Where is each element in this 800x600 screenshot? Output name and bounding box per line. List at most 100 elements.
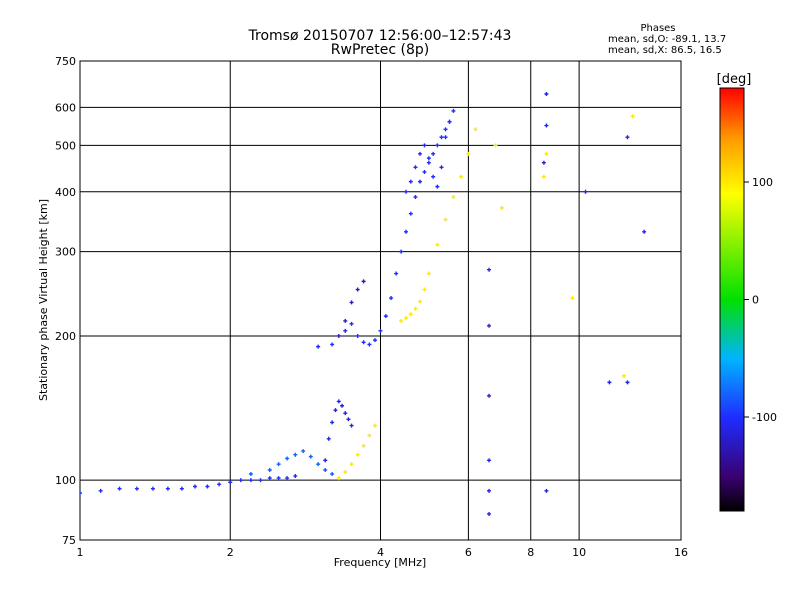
x-axis-label: Frequency [MHz] xyxy=(334,556,426,569)
data-point xyxy=(607,380,612,385)
data-point xyxy=(205,484,210,489)
data-point xyxy=(487,458,492,463)
data-point xyxy=(426,160,431,165)
chart-title: Tromsø 20150707 12:56:00–12:57:43 xyxy=(248,28,512,44)
data-point xyxy=(165,486,170,491)
data-point xyxy=(493,143,498,148)
data-point xyxy=(238,478,243,483)
data-point xyxy=(373,338,378,343)
data-point xyxy=(418,299,423,304)
x-tick-label: 10 xyxy=(572,546,586,559)
data-point xyxy=(346,417,351,422)
data-point xyxy=(80,491,82,496)
x-axis-ticks: 1 2 4 6 8 10 16 xyxy=(77,546,689,559)
data-point xyxy=(367,342,372,347)
data-point xyxy=(404,189,409,194)
phase-stats-x: mean, sd,X: 86.5, 16.5 xyxy=(608,45,722,56)
phase-stats-o: mean, sd,O: -89.1, 13.7 xyxy=(608,34,726,45)
data-point xyxy=(343,411,348,416)
data-point xyxy=(404,316,409,321)
data-point xyxy=(267,468,272,473)
scatter-points xyxy=(80,91,647,516)
y-tick-label: 500 xyxy=(55,139,76,152)
data-point xyxy=(394,271,399,276)
data-point xyxy=(541,174,546,179)
x-tick-label: 1 xyxy=(77,546,84,559)
data-point xyxy=(349,300,354,305)
data-point xyxy=(308,454,313,459)
data-point xyxy=(544,488,549,493)
data-point xyxy=(248,472,253,477)
data-point xyxy=(451,195,456,200)
data-point xyxy=(435,184,440,189)
data-point xyxy=(323,468,328,473)
colorbar-title: [deg] xyxy=(717,72,752,87)
grid-lines xyxy=(80,61,681,540)
data-point xyxy=(413,165,418,170)
data-point xyxy=(413,306,418,311)
y-tick-label: 400 xyxy=(55,186,76,199)
data-point xyxy=(447,119,452,124)
data-point xyxy=(330,472,335,477)
data-point xyxy=(443,217,448,222)
data-point xyxy=(487,511,492,516)
data-point xyxy=(451,108,456,113)
colorbar-tick-label: 0 xyxy=(752,294,759,307)
colorbar xyxy=(719,87,745,512)
data-point xyxy=(570,296,575,301)
data-point xyxy=(258,478,263,483)
data-point xyxy=(326,436,331,441)
data-point xyxy=(399,249,404,254)
data-point xyxy=(408,312,413,317)
data-point xyxy=(487,267,492,272)
data-point xyxy=(373,423,378,428)
x-tick-label: 4 xyxy=(377,546,384,559)
data-point xyxy=(367,433,372,438)
x-tick-label: 16 xyxy=(674,546,688,559)
data-point xyxy=(293,452,298,457)
y-tick-label: 750 xyxy=(55,55,76,68)
data-point xyxy=(487,393,492,398)
data-point xyxy=(426,271,431,276)
chart-subtitle: RwPretec (8p) xyxy=(331,42,429,58)
data-point xyxy=(583,189,588,194)
data-point xyxy=(285,476,290,481)
data-point xyxy=(150,486,155,491)
data-point xyxy=(418,151,423,156)
colorbar-tick-label: 100 xyxy=(752,176,773,189)
data-point xyxy=(316,344,321,349)
phase-stats-heading: Phases xyxy=(640,23,675,34)
data-point xyxy=(336,333,341,338)
data-point xyxy=(276,462,281,467)
y-tick-label: 600 xyxy=(55,101,76,114)
data-point xyxy=(179,486,184,491)
data-point xyxy=(336,399,341,404)
data-point xyxy=(439,165,444,170)
data-point xyxy=(361,340,366,345)
data-point xyxy=(389,296,394,301)
x-tick-label: 6 xyxy=(465,546,472,559)
data-point xyxy=(541,160,546,165)
data-point xyxy=(426,156,431,161)
data-point xyxy=(399,318,404,323)
data-point xyxy=(285,456,290,461)
data-point xyxy=(293,474,298,479)
data-point xyxy=(431,151,436,156)
data-point xyxy=(544,151,549,156)
data-point xyxy=(439,135,444,140)
data-point xyxy=(333,408,338,413)
data-point xyxy=(422,287,427,292)
data-point xyxy=(361,279,366,284)
data-point xyxy=(621,373,626,378)
data-point xyxy=(267,476,272,481)
colorbar-ticks: 100 0 -100 xyxy=(744,176,777,424)
data-point xyxy=(349,321,354,326)
data-point xyxy=(422,169,427,174)
data-point xyxy=(431,174,436,179)
y-axis-ticks: 75 100 200 300 400 500 600 750 xyxy=(55,55,76,547)
data-point xyxy=(355,333,360,338)
data-point xyxy=(544,123,549,128)
data-point xyxy=(544,91,549,96)
x-tick-label: 8 xyxy=(527,546,534,559)
data-point xyxy=(625,380,630,385)
